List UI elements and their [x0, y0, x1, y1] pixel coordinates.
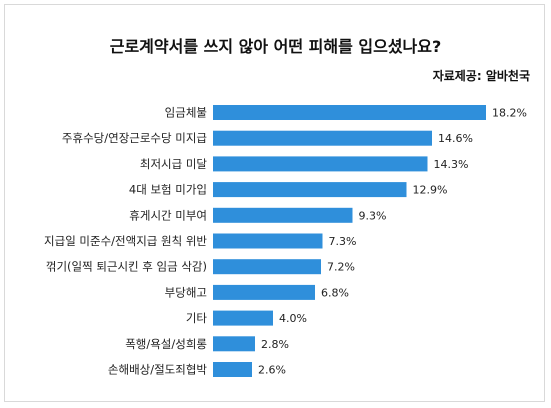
category-label: 최저시급 미달: [140, 157, 208, 171]
chart-source: 자료제공: 알바천국: [432, 69, 530, 83]
category-label: 손해배상/절도죄협박: [108, 363, 208, 377]
bar: [213, 105, 486, 120]
value-label: 14.3%: [434, 158, 469, 171]
category-label: 부당해고: [165, 285, 207, 299]
category-label: 임금체불: [165, 106, 207, 120]
bar: [213, 182, 407, 198]
category-label: 주휴수당/연장근로수당 미지급: [62, 131, 207, 145]
category-label: 기타: [186, 311, 208, 325]
bar: [213, 233, 323, 249]
bar: [213, 207, 353, 223]
category-label: 휴게시간 미부여: [129, 208, 207, 222]
category-label: 꺾기(일찍 퇴근시킨 후 임금 삭감): [46, 260, 207, 274]
bar: [213, 362, 252, 377]
value-label: 6.8%: [321, 286, 349, 299]
value-label: 12.9%: [413, 184, 448, 197]
bar: [213, 156, 428, 172]
bar: [213, 284, 315, 300]
value-label: 14.6%: [438, 132, 473, 145]
category-label: 폭행/욕설/성희롱: [125, 337, 207, 351]
chart-title: 근로계약서를 쓰지 않아 어떤 피해를 입으셨나요?: [109, 37, 442, 56]
category-label: 4대 보험 미가입: [129, 183, 207, 197]
value-label: 2.6%: [258, 364, 286, 377]
value-label: 18.2%: [492, 107, 527, 120]
bar-chart: 임금체불 18.2% 주휴수당/연장근로수당 미지급 14.6% 최저시급 미달 14.3…: [44, 105, 527, 377]
value-label: 7.3%: [329, 235, 357, 248]
value-label: 7.2%: [327, 261, 355, 274]
value-label: 2.8%: [261, 338, 289, 351]
category-label: 지급일 미준수/전액지급 원칙 위반: [44, 234, 207, 248]
bar: [213, 130, 432, 146]
bars-group: 임금체불 18.2% 주휴수당/연장근로수당 미지급 14.6% 최저시급 미달 14.3…: [44, 105, 527, 377]
value-label: 4.0%: [279, 312, 307, 325]
chart-frame: 근로계약서를 쓰지 않아 어떤 피해를 입으셨나요? 자료제공: 알바천국 임금…: [4, 4, 545, 402]
bar: [213, 310, 273, 326]
value-label: 9.3%: [359, 209, 387, 222]
bar: [213, 259, 321, 275]
bar: [213, 336, 255, 352]
